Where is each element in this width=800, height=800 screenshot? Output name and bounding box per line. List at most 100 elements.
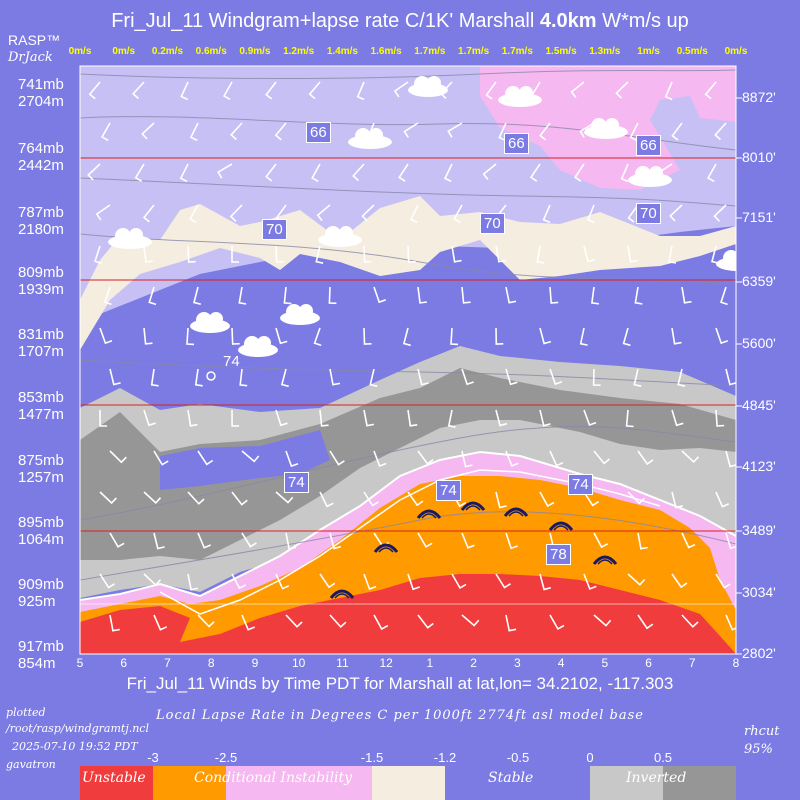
scale-tick: -1.2 (433, 750, 457, 765)
cloud-icons (108, 76, 736, 357)
rhcut-value: 95% (744, 742, 773, 757)
x-tick-label: 12 (379, 656, 393, 670)
scale-tick: -0.5 (506, 750, 530, 765)
wind-barb (447, 122, 463, 138)
wind-barb (153, 532, 165, 550)
wind-barb (109, 532, 125, 548)
wind-barb (495, 491, 507, 509)
wind-barb (593, 614, 612, 627)
wind-barb (529, 163, 541, 182)
wind-barb (583, 409, 597, 427)
wind-barb (87, 163, 101, 181)
wind-barb (363, 409, 375, 427)
left-axis-label: 809mb 1939m (18, 264, 64, 298)
wind-barb (681, 450, 700, 464)
wind-barb (681, 614, 699, 628)
wind-barb (627, 204, 639, 223)
wind-barb (536, 245, 545, 264)
plotted-label: plotted (6, 706, 46, 719)
wind-barb (153, 450, 169, 466)
left-axis-label: 764mb 2442m (18, 140, 64, 174)
left-axis-label: 741mb 2704m (18, 76, 64, 110)
wind-barb (542, 204, 551, 224)
wind-barb (549, 614, 565, 630)
left-axis-label: 853mb 1477m (18, 389, 64, 423)
wind-barb (451, 573, 467, 589)
updraft-label: 0m/s (724, 46, 748, 57)
wind-barb (719, 286, 728, 306)
lapse-title: Local Lapse Rate in Degrees C per 1000ft… (156, 708, 644, 723)
wind-barb (231, 409, 240, 427)
wind-barb (93, 245, 102, 265)
wind-barb (231, 327, 240, 345)
wind-barb (275, 573, 290, 590)
wind-barb (363, 327, 372, 345)
brand-author: DrJack (8, 50, 53, 65)
x-tick-label: 6 (120, 656, 128, 670)
wind-barb (634, 286, 643, 305)
wind-barb (622, 327, 631, 347)
updraft-label: 0.2m/s (151, 46, 184, 57)
legend-swatch (663, 766, 736, 800)
wind-barb (373, 286, 387, 304)
wind-barb (275, 327, 288, 345)
wind-barb (671, 122, 683, 141)
wind-barb (150, 368, 159, 387)
right-axis-label: 3489' (742, 522, 776, 538)
wind-barb (229, 204, 243, 222)
left-axis-label: 831mb 1707m (18, 326, 64, 360)
scale-tick: -1.5 (360, 750, 384, 765)
cream-region (80, 196, 736, 350)
wind-barb (316, 204, 331, 222)
wind-barb (671, 491, 683, 509)
wind-barb (328, 286, 337, 305)
wind-barb (99, 327, 113, 345)
wind-barb (197, 450, 214, 466)
wind-barb (570, 81, 585, 98)
wind-barb (373, 614, 389, 631)
x-tick-label: 8 (732, 656, 740, 670)
wind-barb (495, 573, 511, 589)
wind-barb (410, 204, 419, 224)
wind-barb (627, 573, 646, 586)
wind-barb (280, 368, 289, 388)
wind-barb (715, 409, 725, 427)
wind-barb (549, 368, 563, 386)
updraft-label: 1m/s (637, 46, 660, 57)
wind-barb (539, 573, 552, 591)
wind-barb (283, 286, 292, 305)
wind-barb (671, 409, 684, 427)
legend-swatch (226, 766, 372, 800)
wind-barb (308, 81, 321, 100)
wind-barb (671, 327, 682, 345)
wind-barb (461, 614, 480, 627)
wind-barb (143, 573, 162, 587)
wind-barb (539, 327, 552, 345)
updraft-label: 0.9m/s (239, 46, 271, 57)
wind-barb (265, 163, 277, 182)
wind-barb (285, 532, 297, 550)
wind-barb (141, 122, 155, 140)
wind-barb (231, 491, 248, 506)
inverted-dark-region (80, 368, 736, 560)
scale-tick: -3 (147, 750, 159, 765)
wind-barb (591, 286, 600, 305)
wind-barb (447, 409, 456, 428)
right-axis-label: 4123' (742, 458, 776, 474)
temp-label: 74 (436, 480, 461, 501)
wind-barb (101, 122, 111, 142)
temp-label: 66 (306, 122, 331, 143)
wind-barb (265, 81, 277, 100)
wind-barb (677, 368, 686, 387)
wind-barb (637, 532, 648, 550)
wind-barb (238, 286, 247, 305)
wind-barb (627, 491, 645, 505)
wind-barb (193, 286, 201, 305)
wind-barb (725, 532, 736, 550)
wind-barb (109, 368, 121, 386)
left-axis-label: 895mb 1064m (18, 514, 64, 548)
wind-barb (715, 327, 729, 345)
wind-barb (197, 532, 212, 549)
wind-barb (407, 245, 416, 263)
wind-barb (549, 450, 564, 467)
